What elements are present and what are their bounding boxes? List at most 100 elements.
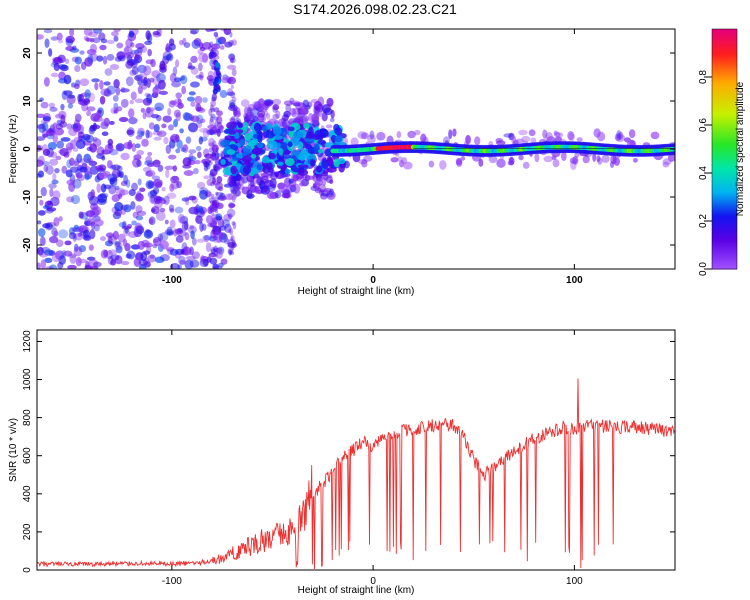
heatmap-cell — [88, 160, 98, 166]
heatmap-cell — [179, 74, 188, 85]
heatmap-cell — [209, 181, 216, 187]
colorbar-cell — [712, 171, 737, 174]
heatmap-cell — [93, 261, 102, 268]
heatmap-cell — [272, 113, 279, 120]
colorbar-cell — [712, 61, 737, 64]
heatmap-cell — [231, 68, 237, 77]
heatmap-cell — [199, 71, 204, 81]
heatmap-cell — [202, 97, 208, 103]
heatmap-cell — [65, 35, 75, 44]
heatmap-cell — [114, 201, 124, 212]
heatmap-cell — [106, 39, 115, 45]
heatmap-cell — [219, 225, 227, 231]
heatmap-cell — [194, 95, 203, 105]
colorbar-cell — [712, 161, 737, 164]
heatmap-cell — [177, 213, 186, 224]
heatmap-cell — [172, 165, 178, 172]
heatmap-cell — [197, 151, 202, 159]
heatmap-cell — [123, 174, 128, 185]
heatmap-cell — [100, 38, 108, 44]
heatmap-cell — [132, 211, 139, 219]
colorbar-cell — [712, 63, 737, 66]
heatmap-y-tick-label: 20 — [22, 47, 33, 59]
heatmap-cell — [224, 223, 232, 233]
heatmap-cell — [111, 194, 120, 203]
heatmap-cell — [135, 222, 143, 233]
heatmap-cell — [116, 144, 122, 151]
heatmap-cell — [253, 122, 262, 132]
heatmap-cell — [230, 84, 234, 89]
heatmap-cell — [90, 124, 101, 130]
heatmap-cell — [214, 231, 224, 239]
heatmap-cell — [593, 128, 601, 138]
heatmap-cell — [135, 135, 143, 140]
heatmap-cell — [93, 112, 101, 121]
heatmap-cell — [274, 190, 282, 199]
heatmap-cell — [214, 166, 221, 173]
colorbar-cell — [712, 83, 737, 86]
heatmap-cell — [609, 161, 615, 168]
heatmap-cell — [161, 186, 166, 192]
colorbar-cell — [712, 143, 737, 146]
heatmap-cell — [157, 233, 164, 242]
colorbar-cell — [712, 175, 737, 178]
heatmap-cell — [135, 42, 145, 50]
snr-x-axis-label: Height of straight line (km) — [298, 585, 415, 596]
heatmap-cell — [60, 114, 66, 125]
heatmap-cell — [289, 107, 297, 116]
heatmap-cell — [67, 103, 74, 109]
heatmap-cell — [57, 54, 66, 64]
heatmap-cell — [161, 123, 167, 129]
heatmap-cell — [43, 249, 54, 256]
heatmap-cell — [357, 131, 367, 140]
heatmap-cell — [276, 161, 284, 166]
heatmap-cell — [268, 152, 276, 160]
heatmap-cell — [164, 165, 174, 170]
colorbar-cell — [712, 213, 737, 216]
heatmap-cell — [155, 181, 163, 189]
heatmap-cell — [212, 238, 223, 244]
heatmap-cell — [273, 126, 282, 136]
heatmap-x-axis-label: Height of straight line (km) — [298, 286, 415, 297]
heatmap-cell — [39, 236, 46, 247]
heatmap-cell — [231, 243, 235, 251]
heatmap-cell — [209, 128, 214, 136]
heatmap-cell — [202, 41, 212, 50]
heatmap-cell — [211, 96, 217, 102]
heatmap-cell — [65, 46, 75, 51]
heatmap-cell — [126, 250, 136, 260]
heatmap-cell — [165, 43, 171, 53]
heatmap-cell — [128, 30, 135, 38]
heatmap-cell — [93, 224, 100, 232]
heatmap-cell — [63, 74, 72, 85]
heatmap-cell — [75, 257, 82, 267]
colorbar-cell — [712, 137, 737, 140]
heatmap-cell — [229, 117, 236, 123]
heatmap-cell — [95, 111, 102, 120]
heatmap-cell — [259, 103, 268, 113]
heatmap-cell — [292, 107, 302, 115]
heatmap-cell — [53, 230, 59, 237]
snr-y-tick-label: 200 — [22, 523, 33, 540]
heatmap-cell — [316, 165, 323, 173]
heatmap-cell — [86, 106, 96, 112]
heatmap-cell — [92, 136, 98, 142]
snr-y-axis-label: SNR (10 * v/v) — [8, 418, 19, 482]
colorbar-cell — [712, 89, 737, 92]
heatmap-cell — [78, 135, 83, 142]
colorbar-cell — [712, 109, 737, 112]
heatmap-cell — [252, 101, 258, 108]
heatmap-cell — [182, 246, 192, 256]
colorbar-cell — [712, 185, 737, 188]
colorbar-cell — [712, 69, 737, 72]
colorbar-cell — [712, 195, 737, 198]
heatmap-cell — [597, 157, 603, 165]
heatmap-cell — [48, 236, 59, 244]
snr-x-tick-label: 0 — [370, 576, 376, 587]
heatmap-cell — [543, 155, 553, 163]
heatmap-cell — [211, 217, 217, 226]
heatmap-cell — [208, 197, 215, 204]
heatmap-cell — [188, 149, 197, 154]
heatmap-cell — [496, 158, 506, 168]
heatmap-cell — [167, 124, 174, 131]
